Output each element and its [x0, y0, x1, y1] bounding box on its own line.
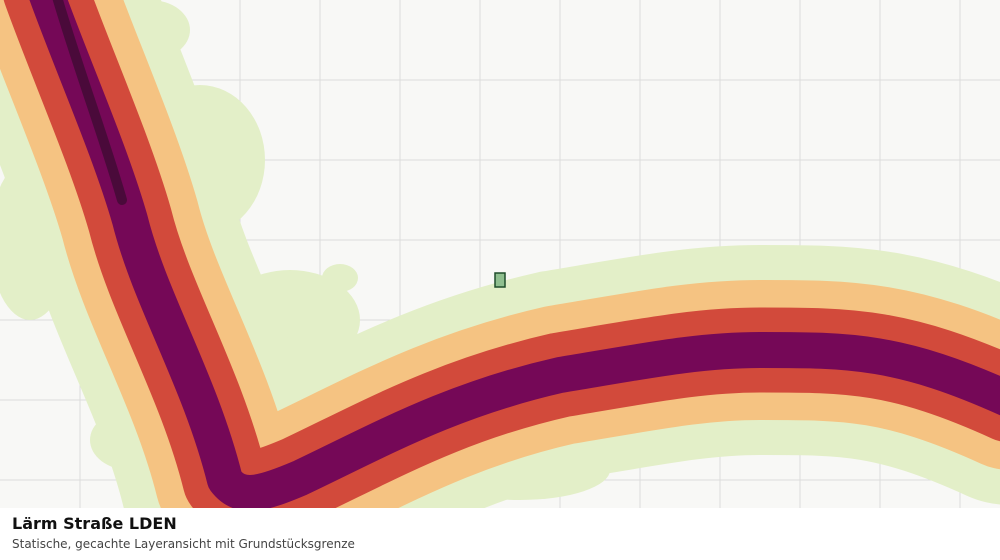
layer-subtitle: Statische, gecachte Layeransicht mit Gru… [12, 537, 355, 551]
map [0, 0, 1000, 508]
noise-zone-very-high [29, 0, 1000, 508]
parcel-boundary[interactable] [494, 272, 506, 288]
noise-zone-extreme [52, 0, 127, 205]
layer-title: Lärm Straße LDEN [12, 514, 177, 533]
caption: Lärm Straße LDEN Statische, gecachte Lay… [0, 508, 1000, 560]
